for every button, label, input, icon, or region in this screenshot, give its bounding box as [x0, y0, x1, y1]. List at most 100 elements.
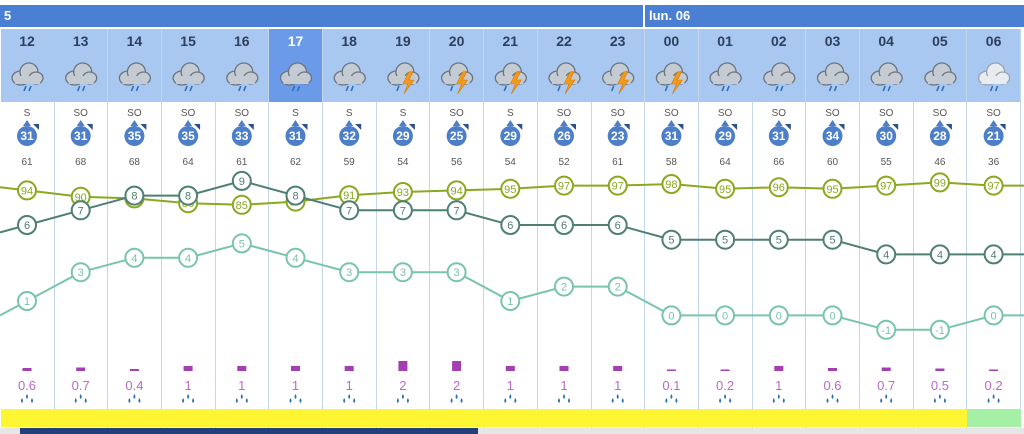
humidity-point[interactable]	[17, 180, 37, 201]
hour-label: 01	[717, 33, 733, 49]
dewpoint-point[interactable]	[285, 247, 306, 268]
cloud-rain-icon	[65, 62, 98, 92]
precip-bar	[344, 366, 354, 371]
dewpoint-point[interactable]	[554, 276, 574, 297]
humidity-point[interactable]	[929, 172, 950, 193]
temperature-point[interactable]	[929, 244, 950, 265]
wind-direction: SO	[879, 108, 894, 119]
dewpoint-point[interactable]	[607, 276, 628, 297]
raindrops-icon	[74, 394, 87, 403]
temperature-point[interactable]	[70, 200, 91, 221]
wind-speed: 30	[880, 129, 894, 143]
humidity-point[interactable]	[715, 178, 736, 199]
humidity-point[interactable]	[607, 175, 628, 196]
temperature-point[interactable]	[392, 200, 413, 221]
wind-speed-marker	[178, 126, 199, 146]
humidity-point[interactable]	[876, 175, 897, 196]
dewpoint-label: 4	[131, 253, 137, 265]
dewpoint-point[interactable]	[876, 319, 897, 340]
raindrops-icon	[987, 394, 1000, 403]
dewpoint-point[interactable]	[339, 262, 360, 283]
gust-corner-icon	[86, 124, 93, 130]
dewpoint-point[interactable]	[983, 305, 1004, 326]
dewpoint-point[interactable]	[392, 262, 413, 283]
humidity-point[interactable]	[554, 175, 574, 196]
temperature-point[interactable]	[500, 215, 521, 235]
temperature-point[interactable]	[768, 229, 789, 250]
horizontal-scrollbar[interactable]	[0, 428, 1024, 434]
wind-gust: 54	[505, 157, 517, 168]
humidity-point[interactable]	[768, 177, 789, 198]
temperature-point[interactable]	[876, 244, 897, 265]
day-header-right: lun. 06	[645, 5, 1024, 27]
temperature-point[interactable]	[285, 185, 306, 206]
humidity-point[interactable]	[446, 180, 467, 201]
dewpoint-point[interactable]	[715, 305, 736, 326]
humidity-label: 95	[504, 184, 516, 196]
dewpoint-point[interactable]	[929, 319, 950, 340]
temperature-point[interactable]	[17, 215, 37, 235]
temperature-point[interactable]	[661, 229, 682, 250]
cloud-lightning-icon	[602, 62, 635, 95]
condition-band	[0, 409, 55, 427]
raindrops-icon	[182, 394, 195, 403]
humidity-point[interactable]	[661, 174, 682, 194]
temperature-point[interactable]	[983, 244, 1004, 265]
hour-label: 13	[72, 33, 89, 49]
hour-label: 05	[932, 33, 948, 49]
wind-arrow-icon	[613, 120, 622, 126]
humidity-point[interactable]	[500, 178, 521, 199]
wind-speed-marker	[17, 126, 37, 146]
wind-direction: SO	[610, 108, 625, 119]
wind-arrow-icon	[882, 120, 891, 126]
cloud-light-rain-icon	[977, 62, 1011, 92]
precip-amount: 1	[507, 378, 514, 393]
gust-corner-icon	[355, 124, 362, 130]
cloud-rain-icon	[816, 62, 850, 92]
dewpoint-point[interactable]	[500, 291, 521, 311]
dewpoint-point[interactable]	[822, 305, 843, 326]
temperature-point[interactable]	[178, 185, 199, 206]
raindrops-icon	[450, 394, 463, 403]
dewpoint-point[interactable]	[231, 233, 252, 254]
dewpoint-point[interactable]	[661, 305, 682, 326]
humidity-point[interactable]	[983, 175, 1004, 196]
temperature-point[interactable]	[124, 185, 145, 206]
gust-corner-icon	[247, 124, 254, 130]
temperature-point[interactable]	[607, 215, 628, 235]
gust-corner-icon	[892, 124, 899, 130]
precip-amount: 0.2	[716, 378, 734, 393]
temperature-point[interactable]	[554, 215, 574, 235]
column-divider	[107, 29, 109, 434]
dewpoint-point[interactable]	[178, 247, 199, 268]
dewpoint-point[interactable]	[446, 262, 467, 283]
wind-speed-marker	[768, 126, 789, 146]
humidity-label: 94	[21, 185, 33, 197]
scrollbar-thumb[interactable]	[20, 428, 478, 434]
temperature-point[interactable]	[822, 229, 843, 250]
temperature-label: 4	[937, 249, 943, 261]
humidity-point[interactable]	[822, 178, 843, 199]
wind-speed-marker	[983, 126, 1004, 146]
temperature-point[interactable]	[339, 200, 360, 221]
dewpoint-label: 1	[24, 296, 30, 308]
cloud-rain-icon	[709, 62, 742, 92]
temperature-point[interactable]	[446, 200, 467, 221]
condition-band	[698, 409, 753, 427]
temperature-point[interactable]	[715, 229, 736, 250]
dewpoint-point[interactable]	[17, 291, 37, 311]
temperature-label: 5	[776, 235, 782, 247]
raindrops-icon	[772, 394, 785, 403]
precip-bar	[398, 361, 408, 371]
wind-speed-marker	[876, 126, 897, 146]
temperature-label: 8	[185, 191, 191, 203]
humidity-point[interactable]	[231, 194, 252, 215]
condition-band	[322, 409, 377, 427]
dewpoint-point[interactable]	[768, 305, 789, 326]
dewpoint-point[interactable]	[124, 247, 145, 268]
precip-bar	[989, 369, 999, 371]
hour-label: 02	[771, 33, 787, 49]
column-divider	[53, 29, 55, 434]
dewpoint-point[interactable]	[70, 262, 91, 283]
temperature-point[interactable]	[231, 170, 252, 191]
